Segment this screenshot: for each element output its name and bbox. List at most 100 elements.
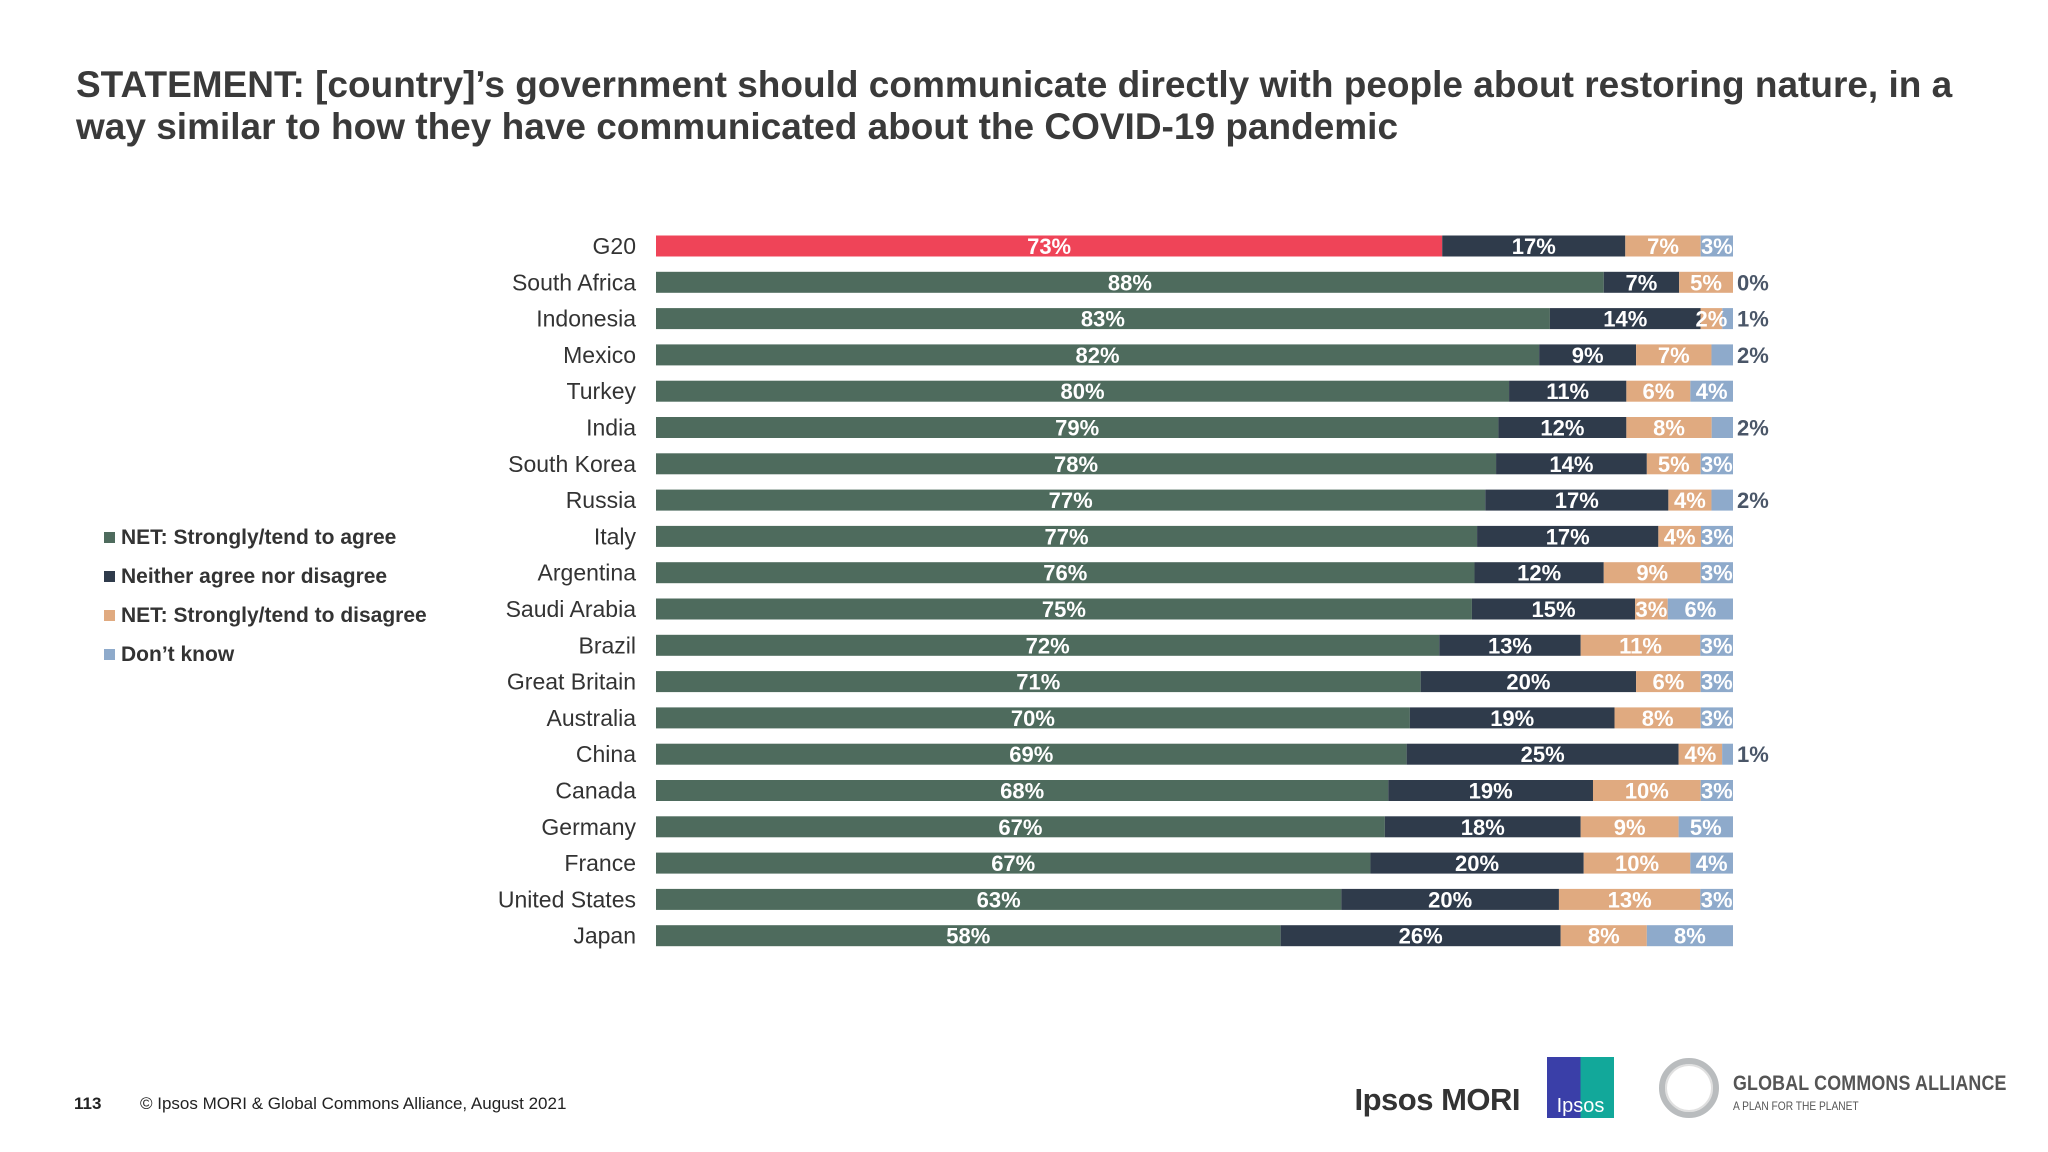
data-label: 13% (1488, 633, 1532, 658)
bar-segment (1701, 525, 1733, 547)
bar-segment (656, 417, 1499, 438)
bar-segment (656, 852, 1371, 874)
data-label: 19% (1469, 779, 1513, 804)
data-label: 9% (1572, 343, 1604, 368)
data-label: 14% (1603, 307, 1647, 332)
bar-segment (1700, 780, 1733, 801)
data-label: 67% (991, 851, 1035, 876)
data-label: 68% (1000, 779, 1044, 804)
bar-segment (1646, 925, 1733, 947)
bar-segment (1679, 271, 1733, 293)
bar-segment (656, 562, 1475, 584)
data-label: 7% (1647, 234, 1679, 259)
bar-segment (1625, 235, 1701, 257)
category-label: Great Britain (507, 669, 636, 695)
bar-segment (1388, 780, 1593, 801)
category-label: Mexico (563, 342, 636, 368)
data-label: 1% (1737, 742, 1769, 767)
data-label: 77% (1049, 488, 1093, 513)
bar-segment (1560, 925, 1647, 947)
copyright: © Ipsos MORI & Global Commons Alliance, … (140, 1094, 567, 1113)
data-label: 5% (1658, 452, 1690, 477)
bar-segment (656, 707, 1410, 729)
bar-segment (1614, 707, 1701, 729)
category-label: G20 (593, 233, 636, 259)
data-label: 10% (1615, 851, 1659, 876)
data-label: 73% (1027, 234, 1071, 259)
bar-segment (1722, 743, 1733, 765)
bar-segment (1658, 525, 1702, 547)
bar-segment (1626, 417, 1712, 438)
data-label: 14% (1549, 452, 1593, 477)
bar-segment (1409, 707, 1615, 729)
data-label: 26% (1399, 924, 1443, 949)
data-label: 7% (1626, 270, 1658, 295)
legend-swatch (104, 571, 115, 582)
data-label: 3% (1701, 234, 1733, 259)
data-label: 2% (1737, 343, 1769, 368)
bar-segment (1539, 344, 1637, 366)
legend-label: NET: Strongly/tend to agree (121, 525, 397, 549)
data-label: 70% (1011, 706, 1055, 731)
bar-segment (1439, 634, 1581, 656)
bar-segment (656, 634, 1440, 656)
bar-segment (1341, 888, 1559, 910)
category-label: South Africa (512, 269, 636, 295)
data-label: 20% (1506, 670, 1550, 695)
gca-logo-name: GLOBAL COMMONS ALLIANCE (1733, 1072, 2007, 1095)
bar-segment (656, 489, 1486, 511)
data-label: 3% (1636, 597, 1668, 622)
data-label: 10% (1625, 779, 1669, 804)
data-label: 3% (1701, 887, 1733, 912)
data-label: 1% (1737, 307, 1769, 332)
bar-segment (1711, 344, 1733, 366)
bar-segment (1690, 380, 1733, 402)
bar-segment (656, 743, 1407, 765)
data-label: 3% (1701, 779, 1733, 804)
legend-swatch (104, 649, 115, 660)
data-label: 8% (1653, 416, 1685, 441)
bar-segment (1700, 453, 1733, 475)
bar-segment (1509, 380, 1627, 402)
data-label: 2% (1737, 416, 1769, 441)
data-label: 9% (1636, 561, 1668, 586)
data-label: 5% (1690, 815, 1722, 840)
category-label: Japan (573, 923, 636, 949)
data-label: 72% (1026, 633, 1070, 658)
bar-segment (1280, 925, 1561, 947)
category-label: China (576, 741, 636, 767)
bar-segment (1558, 888, 1701, 910)
data-label: 2% (1737, 488, 1769, 513)
bar-segment (1700, 671, 1733, 693)
data-label: 4% (1664, 524, 1696, 549)
data-label: 4% (1684, 742, 1716, 767)
bar-segment (656, 888, 1342, 910)
data-label: 71% (1016, 670, 1060, 695)
category-label: Turkey (567, 378, 637, 404)
data-label: 8% (1674, 924, 1706, 949)
legend-label: Don’t know (121, 642, 235, 666)
data-label: 17% (1546, 524, 1590, 549)
data-label: 69% (1009, 742, 1053, 767)
data-label: 13% (1608, 887, 1652, 912)
bar-segment (1667, 598, 1733, 620)
bar-segment (1626, 380, 1691, 402)
bar-segment (1370, 852, 1584, 874)
bar-segment (1406, 743, 1679, 765)
bar-segment (656, 671, 1421, 693)
data-label: 4% (1696, 379, 1728, 404)
data-label: 18% (1461, 815, 1505, 840)
bar-segment (1636, 671, 1701, 693)
data-label: 0% (1737, 270, 1769, 295)
bar-segment (1384, 816, 1581, 838)
data-label: 80% (1061, 379, 1105, 404)
bar-segment (1549, 308, 1701, 330)
bar-segment (1711, 417, 1733, 438)
bar-segment (656, 235, 1443, 257)
category-label: Saudi Arabia (506, 596, 637, 622)
legend-item-agree: NET: Strongly/tend to agree (104, 518, 427, 557)
category-label: United States (498, 886, 636, 912)
category-label: Italy (594, 523, 637, 549)
data-label: 19% (1490, 706, 1534, 731)
bar-segment (1580, 634, 1701, 656)
